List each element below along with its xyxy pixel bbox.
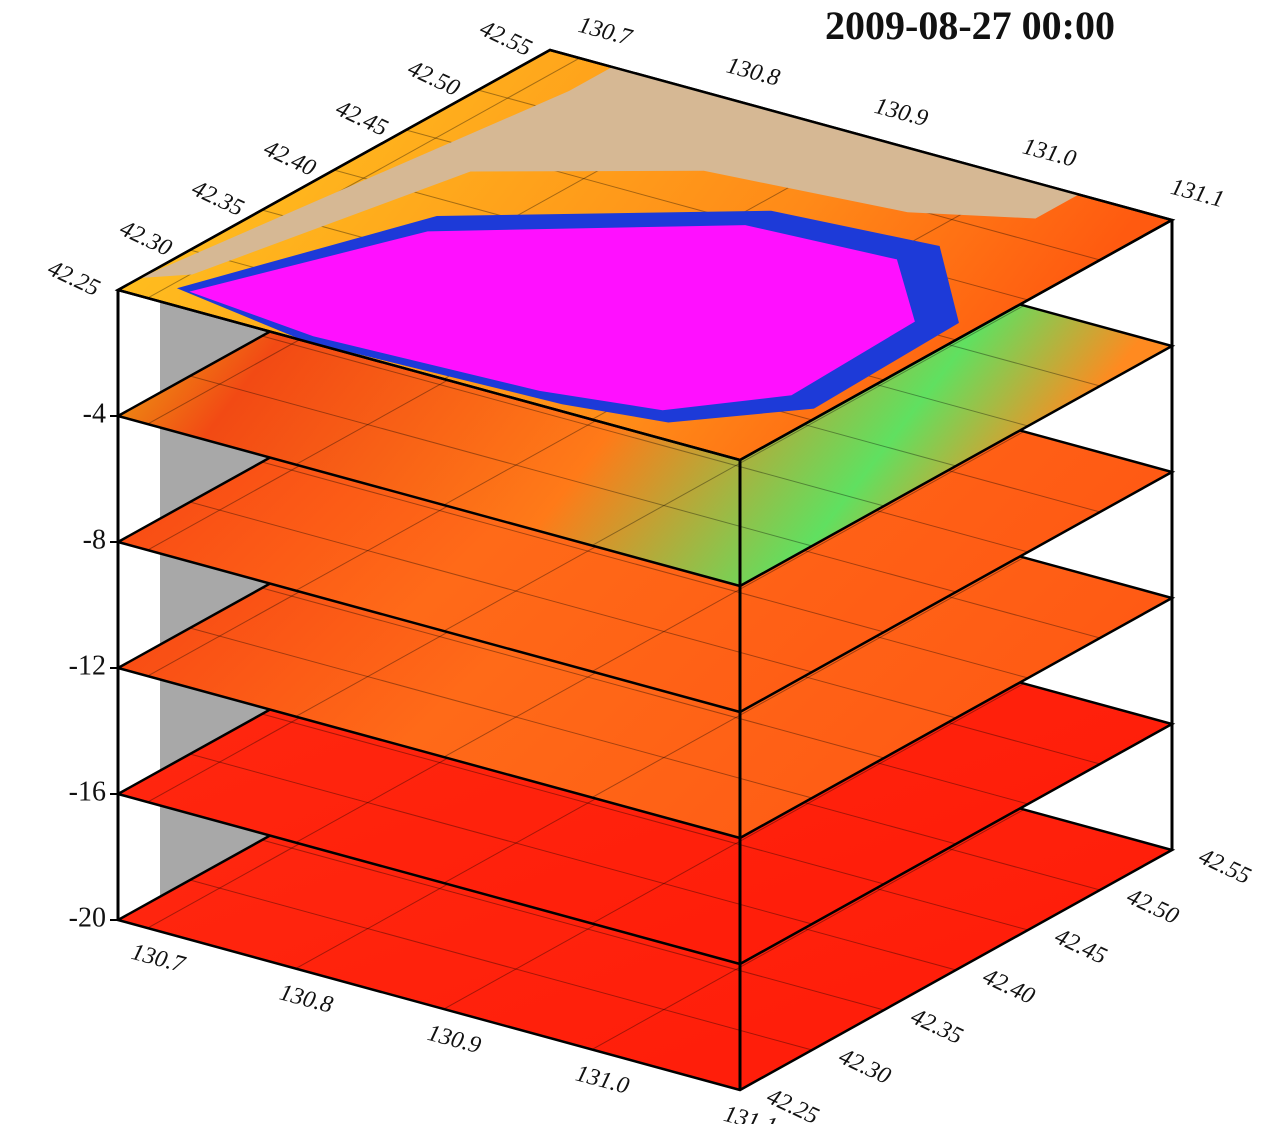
y-tick-label: 42.25 <box>44 255 104 301</box>
x-tick-label: 131.1 <box>1168 174 1227 213</box>
chart: -4 -8 -12 -16 -20 130.7 130.7 130.8 130.8 130.9 13… <box>0 0 1280 1124</box>
z-tick-label: -8 <box>83 524 106 555</box>
slices <box>118 50 1172 1090</box>
x-tick-label: 130.9 <box>872 93 931 132</box>
x-tick-label: 130.8 <box>277 980 336 1019</box>
y-tick-label: 42.30 <box>116 215 176 261</box>
chart-title: 2009-08-27 00:00 <box>825 3 1115 48</box>
x-tick-label: 131.0 <box>573 1061 632 1100</box>
y-tick-label: 42.40 <box>260 135 320 181</box>
z-tick-label: -20 <box>69 902 106 933</box>
x-tick-label: 130.9 <box>425 1020 484 1059</box>
y-tick-label: 42.45 <box>1051 923 1111 969</box>
y-tick-label: 42.50 <box>1123 883 1183 929</box>
x-tick-label: 130.8 <box>724 53 783 92</box>
y-tick-label: 42.40 <box>979 963 1039 1009</box>
y-tick-label: 42.55 <box>1195 843 1255 889</box>
z-tick-label: -4 <box>83 398 106 429</box>
x-tick-label: 130.7 <box>576 12 636 51</box>
y-tick-label: 42.45 <box>332 95 392 141</box>
y-tick-label: 42.30 <box>835 1043 895 1089</box>
y-tick-label: 42.50 <box>404 55 464 101</box>
y-tick-label: 42.55 <box>476 15 536 61</box>
z-tick-label: -12 <box>69 650 106 681</box>
y-tick-label: 42.35 <box>907 1003 967 1049</box>
x-tick-label: 131.0 <box>1020 134 1079 173</box>
x-tick-label: 130.7 <box>129 939 189 978</box>
z-tick-label: -16 <box>69 776 106 807</box>
y-tick-label: 42.35 <box>188 175 248 221</box>
